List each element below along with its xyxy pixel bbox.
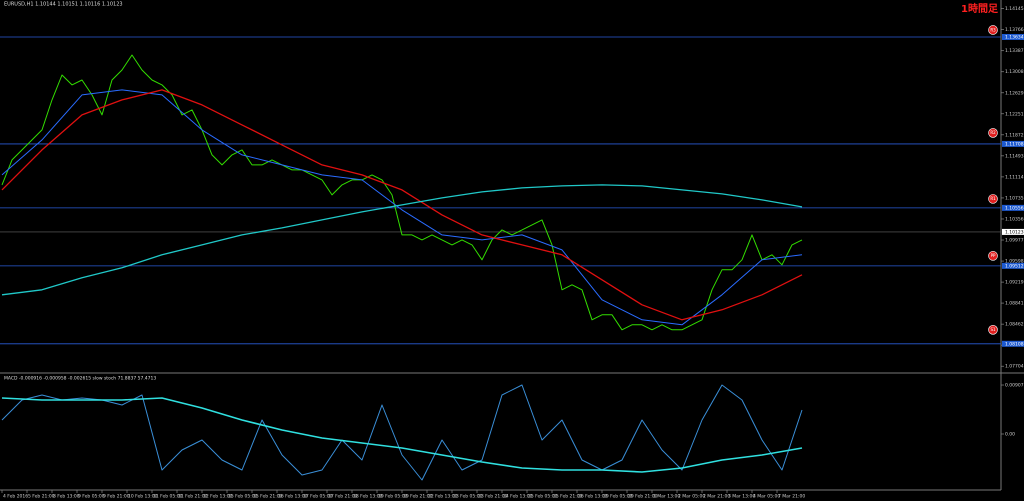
level-label: 1.08108: [1005, 341, 1024, 347]
timeframe-label: 1時間足: [961, 2, 999, 15]
level-tag: [1002, 340, 1024, 347]
pivot-label: R3: [990, 27, 996, 32]
y-tick-label: 0.00907: [1005, 383, 1024, 389]
x-tick-label: 22 Feb 13:00: [428, 494, 458, 500]
x-tick-label: 4 Feb 2016: [3, 494, 28, 500]
x-tick-label: 29 Feb 05:00: [603, 494, 633, 500]
level-label: 1.10556: [1005, 205, 1024, 211]
x-tick-label: 23 Feb 05:00: [453, 494, 483, 500]
y-tick-label: 1.14145: [1005, 6, 1024, 12]
series-line: [1, 54, 803, 331]
x-tick-label: 25 Feb 21:00: [553, 494, 583, 500]
y-tick-label: 1.09977: [1005, 238, 1024, 244]
x-tick-label: 9 Feb 21:00: [103, 494, 130, 500]
y-tick-label: 1.11114: [1005, 174, 1024, 180]
level-tag: [1002, 140, 1024, 147]
y-tick-label: 1.13387: [1005, 48, 1024, 54]
x-tick-label: 19 Feb 21:00: [403, 494, 433, 500]
x-tick-label: 15 Feb 05:00: [228, 494, 258, 500]
y-tick-label: 1.10356: [1005, 216, 1024, 222]
x-tick-label: 16 Feb 13:00: [278, 494, 308, 500]
y-tick-label: 1.09219: [1005, 280, 1024, 286]
pivot-label: S1: [990, 327, 996, 332]
y-tick-label: 1.11872: [1005, 132, 1024, 138]
level-label: 1.11708: [1005, 141, 1024, 147]
y-tick-label: 1.07704: [1005, 364, 1024, 370]
x-tick-label: 1 Mar 13:00: [653, 494, 680, 500]
level-tag: [1002, 262, 1024, 269]
x-tick-label: 23 Feb 21:00: [478, 494, 508, 500]
pivot-label: R2: [990, 130, 996, 135]
chart-title: EURUSD,H1 1.10144 1.10151 1.10116 1.1012…: [4, 2, 123, 8]
y-tick-label: 1.12251: [1005, 111, 1024, 117]
series-line: [1, 89, 803, 326]
x-tick-label: 4 Mar 05:00: [753, 494, 780, 500]
series-line: [1, 397, 803, 473]
x-tick-label: 18 Feb 13:00: [353, 494, 383, 500]
pivot-marker: [988, 128, 998, 138]
y-tick-label: 0.00: [1005, 432, 1015, 438]
pivot-label: PP: [991, 253, 996, 258]
y-tick-label: 1.13008: [1005, 69, 1024, 75]
pivot-label: R1: [990, 196, 996, 201]
level-label: 1.13634: [1005, 34, 1024, 40]
x-tick-label: 17 Feb 05:00: [303, 494, 333, 500]
pivot-marker: [988, 325, 998, 335]
y-tick-label: 1.08462: [1005, 322, 1024, 328]
pivot-marker: [988, 194, 998, 204]
x-tick-label: 5 Feb 21:00: [28, 494, 55, 500]
y-tick-label: 1.10735: [1005, 195, 1024, 201]
x-tick-label: 11 Feb 21:00: [178, 494, 208, 500]
series-line: [1, 384, 803, 481]
x-tick-label: 17 Feb 21:00: [328, 494, 358, 500]
series-line: [1, 89, 803, 321]
y-tick-label: 1.13766: [1005, 27, 1024, 33]
y-tick-label: 1.12629: [1005, 90, 1024, 96]
pivot-marker: [988, 25, 998, 35]
current-price-tag: [1002, 228, 1024, 235]
x-tick-label: 25 Feb 05:00: [528, 494, 558, 500]
series-line: [1, 184, 803, 296]
current-price-label: 1.10123: [1005, 229, 1024, 235]
level-tag: [1002, 33, 1024, 40]
x-tick-label: 3 Mar 13:00: [728, 494, 755, 500]
y-tick-label: 1.09598: [1005, 259, 1024, 265]
x-tick-label: 26 Feb 13:00: [578, 494, 608, 500]
x-tick-label: 10 Feb 13:00: [128, 494, 158, 500]
x-tick-label: 29 Feb 21:00: [628, 494, 658, 500]
pivot-marker: [988, 251, 998, 261]
x-tick-label: 9 Feb 05:00: [78, 494, 105, 500]
x-tick-label: 7 Mar 21:00: [778, 494, 805, 500]
macd-title: MACD -0.000916 -0.000958 -0.002615 slow …: [4, 376, 156, 382]
y-tick-label: 1.08841: [1005, 301, 1024, 307]
x-tick-label: 11 Feb 05:00: [153, 494, 183, 500]
x-tick-label: 24 Feb 13:00: [503, 494, 533, 500]
x-tick-label: 15 Feb 21:00: [253, 494, 283, 500]
level-tag: [1002, 204, 1024, 211]
x-tick-label: 2 Mar 21:00: [703, 494, 730, 500]
x-tick-label: 2 Mar 05:00: [678, 494, 705, 500]
level-label: 1.09512: [1005, 263, 1024, 269]
x-tick-label: 19 Feb 05:00: [378, 494, 408, 500]
x-tick-label: 12 Feb 13:00: [203, 494, 233, 500]
y-tick-label: 1.11493: [1005, 153, 1024, 159]
x-tick-label: 8 Feb 13:00: [53, 494, 80, 500]
